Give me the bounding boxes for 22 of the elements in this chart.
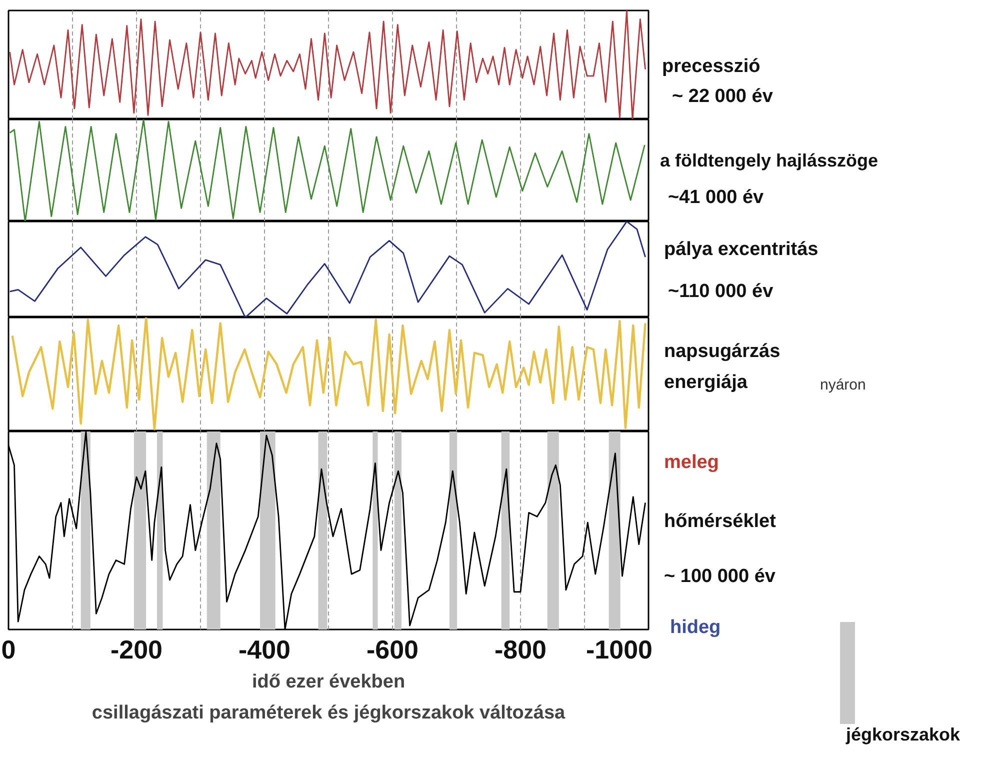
- text: precesszió: [662, 56, 760, 78]
- text: nyáron: [820, 376, 866, 394]
- text: hőmérséklet: [664, 511, 776, 533]
- x-tick-label: -600: [366, 634, 419, 664]
- text: csillagászati paraméterek és jégkorszakok változása: [92, 702, 566, 724]
- x-tick-label: 0: [1, 634, 16, 664]
- x-tick-label: -400: [238, 634, 291, 664]
- text: napsugárzás: [664, 341, 780, 363]
- text: pálya excentritás: [664, 239, 818, 261]
- text: a földtengely hajlásszöge: [660, 150, 878, 172]
- x-tick-label: -800: [494, 634, 547, 664]
- text: ~41 000 év: [668, 187, 764, 209]
- x-tick-label: -200: [110, 634, 163, 664]
- text: ~110 000 év: [668, 281, 774, 303]
- text: ~ 22 000 év: [672, 86, 773, 108]
- text: ~ 100 000 év: [664, 566, 776, 588]
- text: meleg: [664, 452, 719, 474]
- text: hideg: [670, 617, 721, 639]
- text: energiája: [664, 372, 748, 394]
- x-tick-label: -1000: [586, 634, 652, 664]
- text: jégkorszakok: [846, 724, 960, 746]
- x-axis-title: idő ezer években: [252, 672, 406, 692]
